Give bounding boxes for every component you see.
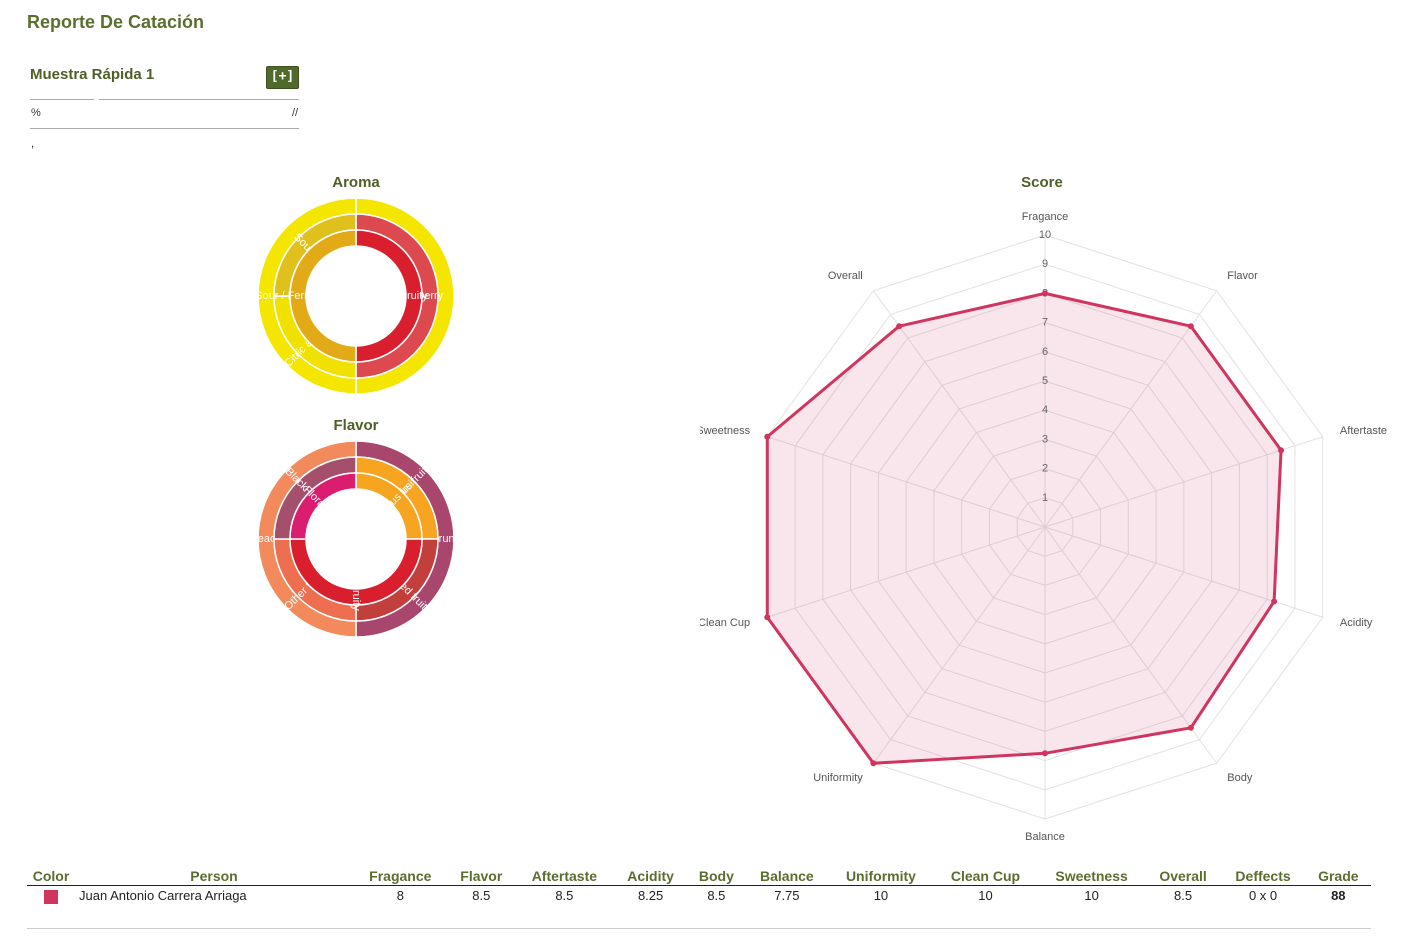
radar-axis-label-flavor: Flavor [1227, 270, 1258, 282]
col-clean-cup: Clean Cup [933, 866, 1038, 886]
col-sweetness: Sweetness [1037, 866, 1146, 886]
aroma-inner-label-fruity: Fruity [400, 290, 428, 302]
col-aftertaste: Aftertaste [514, 866, 614, 886]
row-fragance: 8 [396, 888, 404, 904]
col-flavor: Flavor [447, 866, 515, 886]
radar-series-area [765, 291, 1283, 765]
radar-point-body [1187, 724, 1194, 731]
aroma-chart-title: Aroma [332, 174, 380, 191]
col-deffects: Deffects [1220, 866, 1306, 886]
radar-spoke [1044, 526, 1218, 764]
radar-axis-label-balance: Balance [1025, 831, 1065, 843]
sample-name: Muestra Rápida 1 [30, 66, 155, 83]
row-color-cell [27, 886, 75, 906]
radar-tick-label: 2 [1042, 463, 1048, 475]
divider [99, 99, 299, 100]
radar-spoke [1044, 436, 1323, 528]
flavor-inner-segment-floral [289, 472, 357, 540]
col-uniformity: Uniformity [828, 866, 934, 886]
row-clean-cup: 10 [978, 888, 993, 904]
col-overall: Overall [1145, 866, 1221, 886]
radar-spoke [767, 526, 1046, 618]
col-balance: Balance [745, 866, 829, 886]
add-sample-button[interactable]: [+] [266, 66, 299, 89]
row-deffects: 0 x 0 [1248, 888, 1278, 904]
sample-extra: , [31, 138, 35, 150]
radar-axis-label-body: Body [1227, 772, 1253, 784]
radar-tick-label: 7 [1042, 317, 1048, 329]
radar-axis-label-clean-cup: Clean Cup [700, 617, 750, 629]
divider [27, 928, 1371, 929]
radar-axis-label-fragance: Fragance [1022, 211, 1068, 223]
row-sweetness: 10 [1084, 888, 1099, 904]
radar-tick-label: 6 [1042, 346, 1048, 358]
aroma-mid-label-berry: Berry [417, 290, 444, 302]
aroma-inner-label-sour-fermented: Sour / Fermented [256, 290, 341, 302]
radar-spoke [767, 436, 1046, 528]
col-body: Body [687, 866, 746, 886]
radar-point-sweetness [764, 433, 771, 440]
row-person: Juan Antonio Carrera Arriaga [79, 888, 247, 904]
divider [30, 99, 94, 100]
score-radar-chart: 12345678910FraganceFlavorAftertasteAcidi… [700, 211, 1387, 843]
sample-date: // [292, 107, 299, 119]
row-acidity: 8.25 [637, 888, 664, 904]
score-table: Color Person Fragance Flavor Aftertaste … [27, 866, 1371, 906]
table-header-row: Color Person Fragance Flavor Aftertaste … [27, 866, 1371, 886]
color-swatch [44, 889, 58, 904]
radar-spoke [1044, 290, 1218, 528]
radar-spoke [872, 526, 1046, 764]
sample-percent: % [31, 107, 41, 119]
flavor-chart-title: Flavor [333, 417, 379, 434]
col-acidity: Acidity [613, 866, 688, 886]
row-grade: 88 [1331, 888, 1346, 904]
row-flavor: 8.5 [472, 888, 491, 904]
flavor-inner-label-fruity: Fruity [350, 583, 362, 611]
radar-point-uniformity [870, 760, 877, 767]
radar-tick-label: 1 [1042, 492, 1048, 504]
row-body: 8.5 [707, 888, 726, 904]
radar-axis-label-uniformity: Uniformity [813, 772, 863, 784]
col-person: Person [75, 866, 353, 886]
aroma-inner-segment-sour-fermented [289, 229, 357, 363]
radar-axis-label-aftertaste: Aftertaste [1340, 425, 1387, 437]
radar-point-acidity [1271, 598, 1278, 605]
radar-point-balance [1042, 750, 1048, 757]
radar-tick-label: 3 [1042, 433, 1048, 445]
radar-point-overall [896, 323, 903, 330]
row-balance: 7.75 [774, 888, 800, 904]
score-chart-title: Score [1021, 174, 1063, 191]
radar-tick-label: 5 [1042, 375, 1048, 387]
row-overall: 8.5 [1174, 888, 1193, 904]
radar-tick-label: 10 [1039, 229, 1051, 241]
radar-tick-label: 9 [1042, 258, 1048, 270]
radar-axis-label-acidity: Acidity [1340, 617, 1373, 629]
col-grade: Grade [1305, 866, 1371, 886]
table-row: Juan Antonio Carrera Arriaga 8 8.5 8.5 8… [27, 886, 1371, 906]
radar-axis-label-overall: Overall [828, 270, 863, 282]
page-title: Reporte De Catación [27, 12, 205, 32]
radar-point-clean-cup [764, 614, 771, 621]
col-color: Color [27, 866, 75, 886]
row-uniformity: 10 [873, 888, 889, 904]
radar-axis-label-sweetness: Sweetness [700, 425, 751, 437]
radar-point-aftertaste [1278, 447, 1285, 454]
divider [30, 128, 299, 129]
radar-spoke [872, 290, 1046, 528]
row-aftertaste: 8.5 [555, 888, 574, 904]
radar-point-fragance [1042, 290, 1048, 297]
col-fragance: Fragance [353, 866, 448, 886]
radar-tick-label: 4 [1042, 404, 1048, 416]
radar-point-flavor [1187, 323, 1194, 330]
